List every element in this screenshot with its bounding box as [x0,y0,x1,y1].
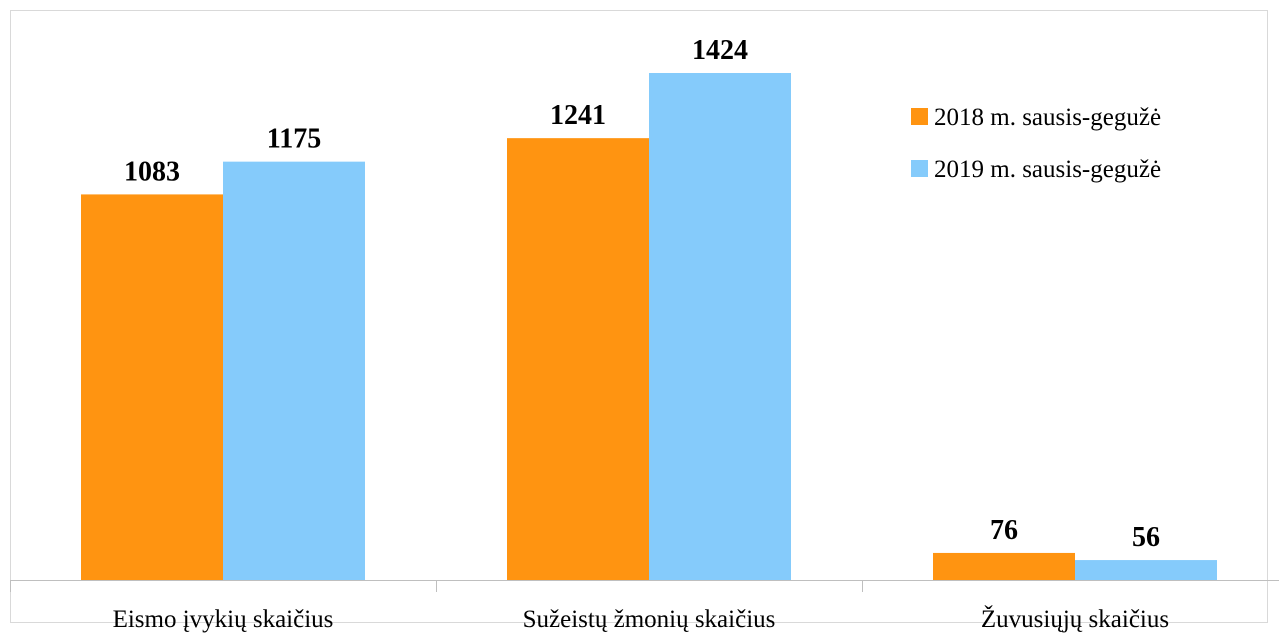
bar-2018 [81,194,223,580]
category-label: Eismo įvykių skaičius [113,606,334,633]
legend-label: 2018 m. sausis-gegužė [934,104,1161,131]
data-label: 56 [1132,522,1160,553]
data-label: 1175 [267,124,321,155]
chart-border [10,10,1268,623]
data-label: 1241 [550,100,606,131]
bar-2019 [649,73,791,580]
legend-swatch [911,108,928,125]
x-ticks-group [10,580,863,592]
category-label: Sužeistų žmonių skaičius [523,606,776,633]
data-labels-group: 1083 1175 1241 1424 76 56 [124,35,1160,553]
legend-label: 2019 m. sausis-gegužė [934,156,1161,183]
data-label: 1424 [692,35,748,66]
bar-2018 [507,138,649,580]
bar-2018 [933,552,1075,580]
category-label: Žuvusiųjų skaičius [981,605,1169,633]
legend: 2018 m. sausis-gegužė 2019 m. sausis-gegu… [911,104,1161,183]
bars-group [81,73,1217,580]
category-labels-group: Eismo įvykių skaičius Sužeistų žmonių ska… [113,605,1170,633]
bar-2019 [223,161,365,580]
legend-swatch [911,160,928,177]
bar-2019 [1075,560,1217,580]
data-label: 76 [990,515,1018,546]
data-label: 1083 [124,156,180,187]
